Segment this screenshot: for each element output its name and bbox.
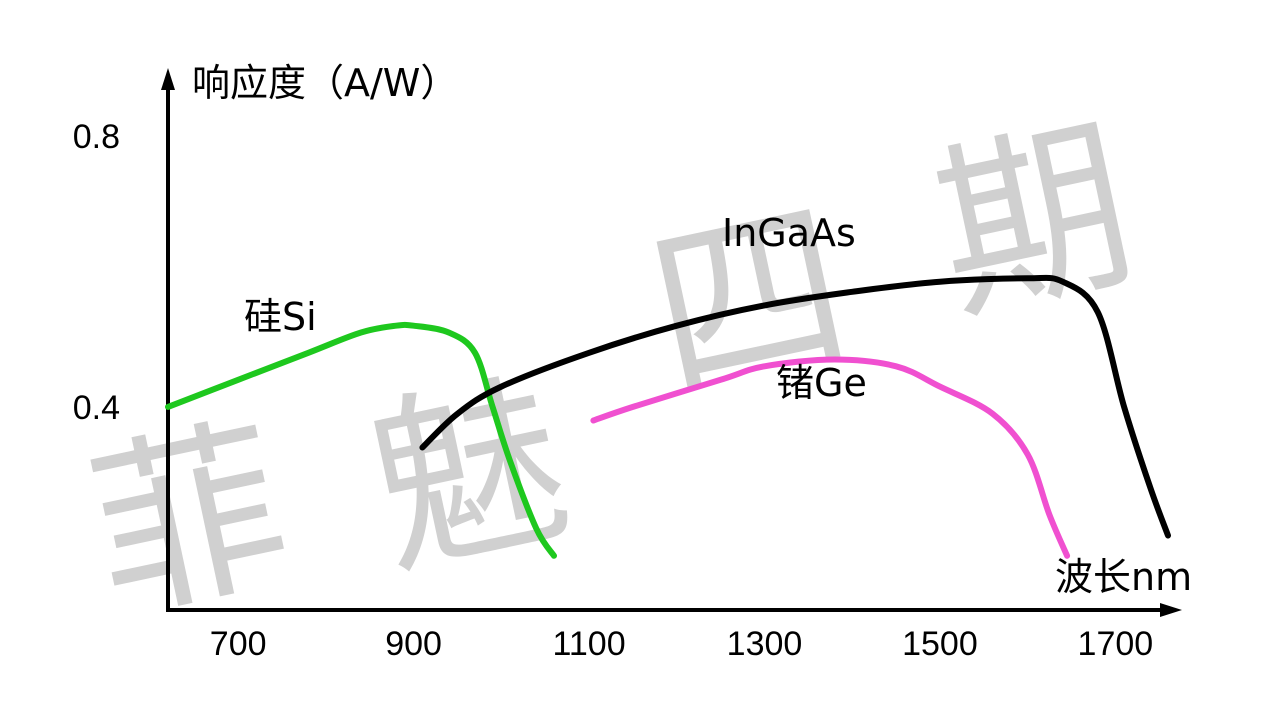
- x-tick-label: 1700: [1078, 625, 1154, 663]
- watermark: 菲 魅 四 期: [73, 93, 1150, 649]
- series-line-0: [165, 321, 557, 559]
- x-axis-arrow: [1160, 603, 1182, 617]
- y-tick-label: 0.8: [73, 118, 120, 156]
- watermark-char-2: 魅: [353, 348, 585, 604]
- series-label-si: 硅Si: [244, 295, 317, 339]
- series-line-1: [419, 274, 1171, 539]
- watermark-char-3: 四: [633, 173, 865, 429]
- x-tick-label: 900: [385, 625, 442, 663]
- series-label-ge: 锗Ge: [776, 361, 867, 405]
- y-axis-arrow: [161, 68, 175, 90]
- series-line-2: [590, 356, 1071, 559]
- y-tick-labels: 0.4 0.8: [73, 118, 120, 427]
- x-tick-label: 1100: [552, 625, 625, 663]
- series-curves: [165, 274, 1171, 559]
- x-tick-labels: 700 900 1100 1300 1500 1700: [210, 625, 1153, 663]
- watermark-char-1: 菲: [73, 393, 305, 649]
- x-tick-label: 1300: [727, 625, 803, 663]
- series-label-ingaas: InGaAs: [722, 211, 856, 255]
- y-axis-title: 响应度（A/W）: [192, 61, 458, 105]
- x-tick-label: 1500: [902, 625, 978, 663]
- watermark-char-4: 期: [918, 93, 1150, 349]
- y-tick-label: 0.4: [73, 389, 120, 427]
- x-axis-title: 波长nm: [1055, 555, 1192, 599]
- x-tick-label: 700: [210, 625, 267, 663]
